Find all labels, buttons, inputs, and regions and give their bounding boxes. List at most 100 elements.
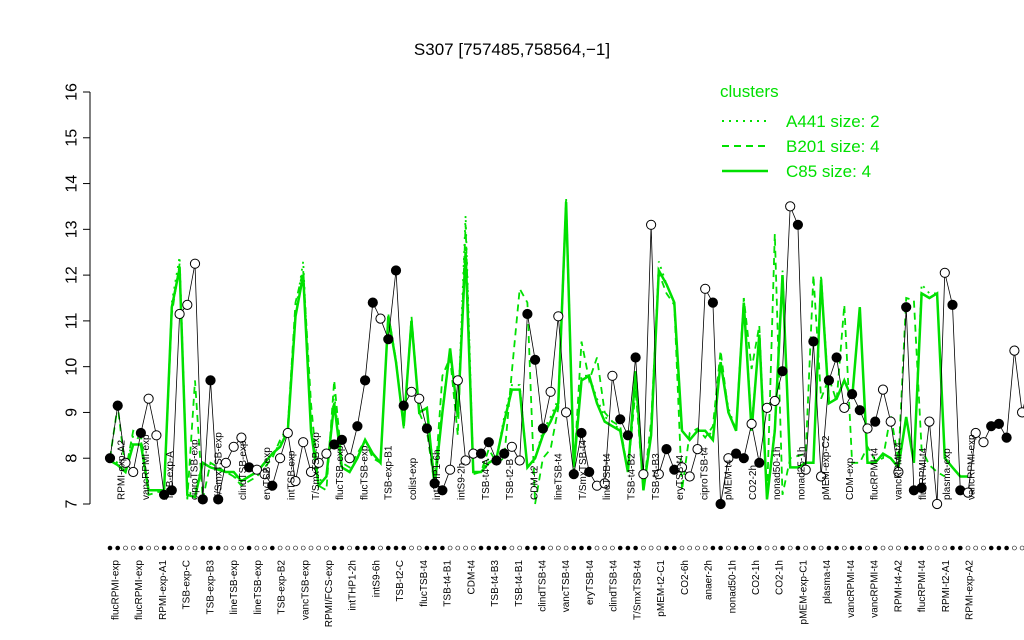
bottom-sample-label: RPMI-t4-A2 <box>893 560 904 613</box>
bottom-sample-label: eryTSB-t4 <box>585 560 596 605</box>
data-point <box>746 418 757 429</box>
data-point <box>197 494 208 505</box>
rug-point <box>756 545 762 551</box>
rug-point <box>563 545 569 551</box>
rug-point <box>269 545 275 551</box>
rug-point <box>872 545 878 551</box>
top-sample-label: CDM-t2 <box>529 465 540 500</box>
bottom-sample-label: clindTSB-t4 <box>538 560 549 612</box>
sample-trace <box>109 206 1024 505</box>
rug-point <box>393 545 399 551</box>
rug-point <box>880 545 886 551</box>
series-line-solid <box>109 201 968 500</box>
top-sample-label: clindTSB-exp <box>238 440 249 500</box>
rug-point <box>849 545 855 551</box>
rug-point <box>927 545 932 551</box>
rug-point <box>347 545 352 551</box>
top-sample-label: nonad50-1h <box>772 447 783 500</box>
bottom-sample-label: lineTSB-exp <box>229 560 240 615</box>
data-point <box>816 471 827 482</box>
data-point <box>970 427 981 439</box>
rug-point <box>548 545 553 551</box>
rug-point <box>617 545 623 551</box>
rug-point <box>161 545 167 551</box>
bottom-sample-label: RPMI-t2-A1 <box>941 560 952 613</box>
top-sample-label: colist-exp <box>408 457 419 500</box>
rug-point <box>494 545 499 551</box>
top-sample-label: ciproTSB-exp <box>189 439 200 500</box>
top-sample-label: nonad25-1h <box>797 447 808 500</box>
y-tick-label: 11 <box>64 312 81 329</box>
top-sample-label: TSB-t4-A <box>481 459 492 500</box>
data-point <box>800 464 811 475</box>
top-sample-label: flucRPMI-t4 <box>918 447 929 500</box>
rug-point <box>726 545 731 551</box>
rug-point <box>223 545 229 551</box>
rug-point <box>656 545 662 551</box>
top-sample-label: pMEM-t4 <box>724 459 735 500</box>
sample-markers <box>104 201 1024 551</box>
data-point <box>251 464 262 475</box>
rug-point <box>362 545 368 551</box>
rug-point <box>671 545 677 551</box>
rug-point <box>741 545 747 551</box>
bottom-sample-label: vancTSB-t4 <box>561 560 572 613</box>
top-sample-label: intS9-2h <box>457 463 468 500</box>
bottom-sample-label: T/SmxTSB-t4 <box>632 560 643 620</box>
top-sample-label: vancRPMI-exp <box>967 434 978 500</box>
data-point <box>630 352 641 363</box>
top-sample-label: T/SmxTSB-t4 <box>578 440 589 500</box>
data-point <box>429 478 440 489</box>
data-point <box>638 469 649 480</box>
data-point <box>143 393 154 404</box>
rug-point <box>208 545 213 551</box>
data-point <box>715 498 726 510</box>
data-point <box>700 283 711 294</box>
bottom-sample-label: anaer-2h <box>704 560 715 600</box>
data-point <box>738 453 749 464</box>
top-sample-label: lineTSB-t4 <box>602 453 613 500</box>
rug-point <box>826 545 832 551</box>
rug-point <box>532 545 538 551</box>
rug-point <box>300 545 306 551</box>
data-point <box>576 427 587 439</box>
legend: clusters A441 size: 2 B201 size: 4 C85 size… <box>720 82 880 181</box>
rug-point <box>780 545 785 551</box>
data-point <box>282 427 293 439</box>
rug-point <box>957 545 963 551</box>
data-point <box>514 455 525 466</box>
data-point <box>390 265 402 276</box>
data-point <box>336 434 347 445</box>
bottom-sample-label: clindTSB-t4 <box>609 560 620 612</box>
rug-point <box>633 545 638 551</box>
rug-point <box>486 545 492 551</box>
bottom-sample-label: flucRPMI-t4 <box>917 560 928 613</box>
rug-point <box>648 545 654 551</box>
data-point <box>792 219 804 230</box>
rug-point <box>795 545 801 551</box>
rug-point <box>764 545 770 551</box>
data-point <box>939 267 950 278</box>
y-tick-label: 10 <box>64 358 81 376</box>
data-point <box>352 421 363 432</box>
y-tick-label: 15 <box>64 129 81 147</box>
rug-point <box>772 545 778 551</box>
bottom-sample-label: pMEM-t2-C1 <box>656 560 667 617</box>
y-tick-label: 16 <box>64 83 81 101</box>
rug-point <box>718 545 723 551</box>
data-point <box>220 457 231 468</box>
top-sample-label: flucTSB-exp <box>335 445 346 500</box>
data-point <box>383 334 394 345</box>
data-point <box>947 299 958 310</box>
legend-label: A441 size: 2 <box>786 112 880 131</box>
data-point <box>290 476 301 487</box>
bottom-sample-label: flucRPMI-exp <box>111 560 122 620</box>
data-point <box>120 457 131 468</box>
bottom-sample-label: TSB-t4-B1 <box>443 560 454 607</box>
rug-point <box>610 545 615 551</box>
data-point <box>615 414 626 425</box>
rug-point <box>339 545 345 551</box>
y-tick-label: 14 <box>64 175 81 193</box>
data-point <box>646 219 657 230</box>
top-sample-label: RPMI-exp-A2 <box>117 440 128 500</box>
